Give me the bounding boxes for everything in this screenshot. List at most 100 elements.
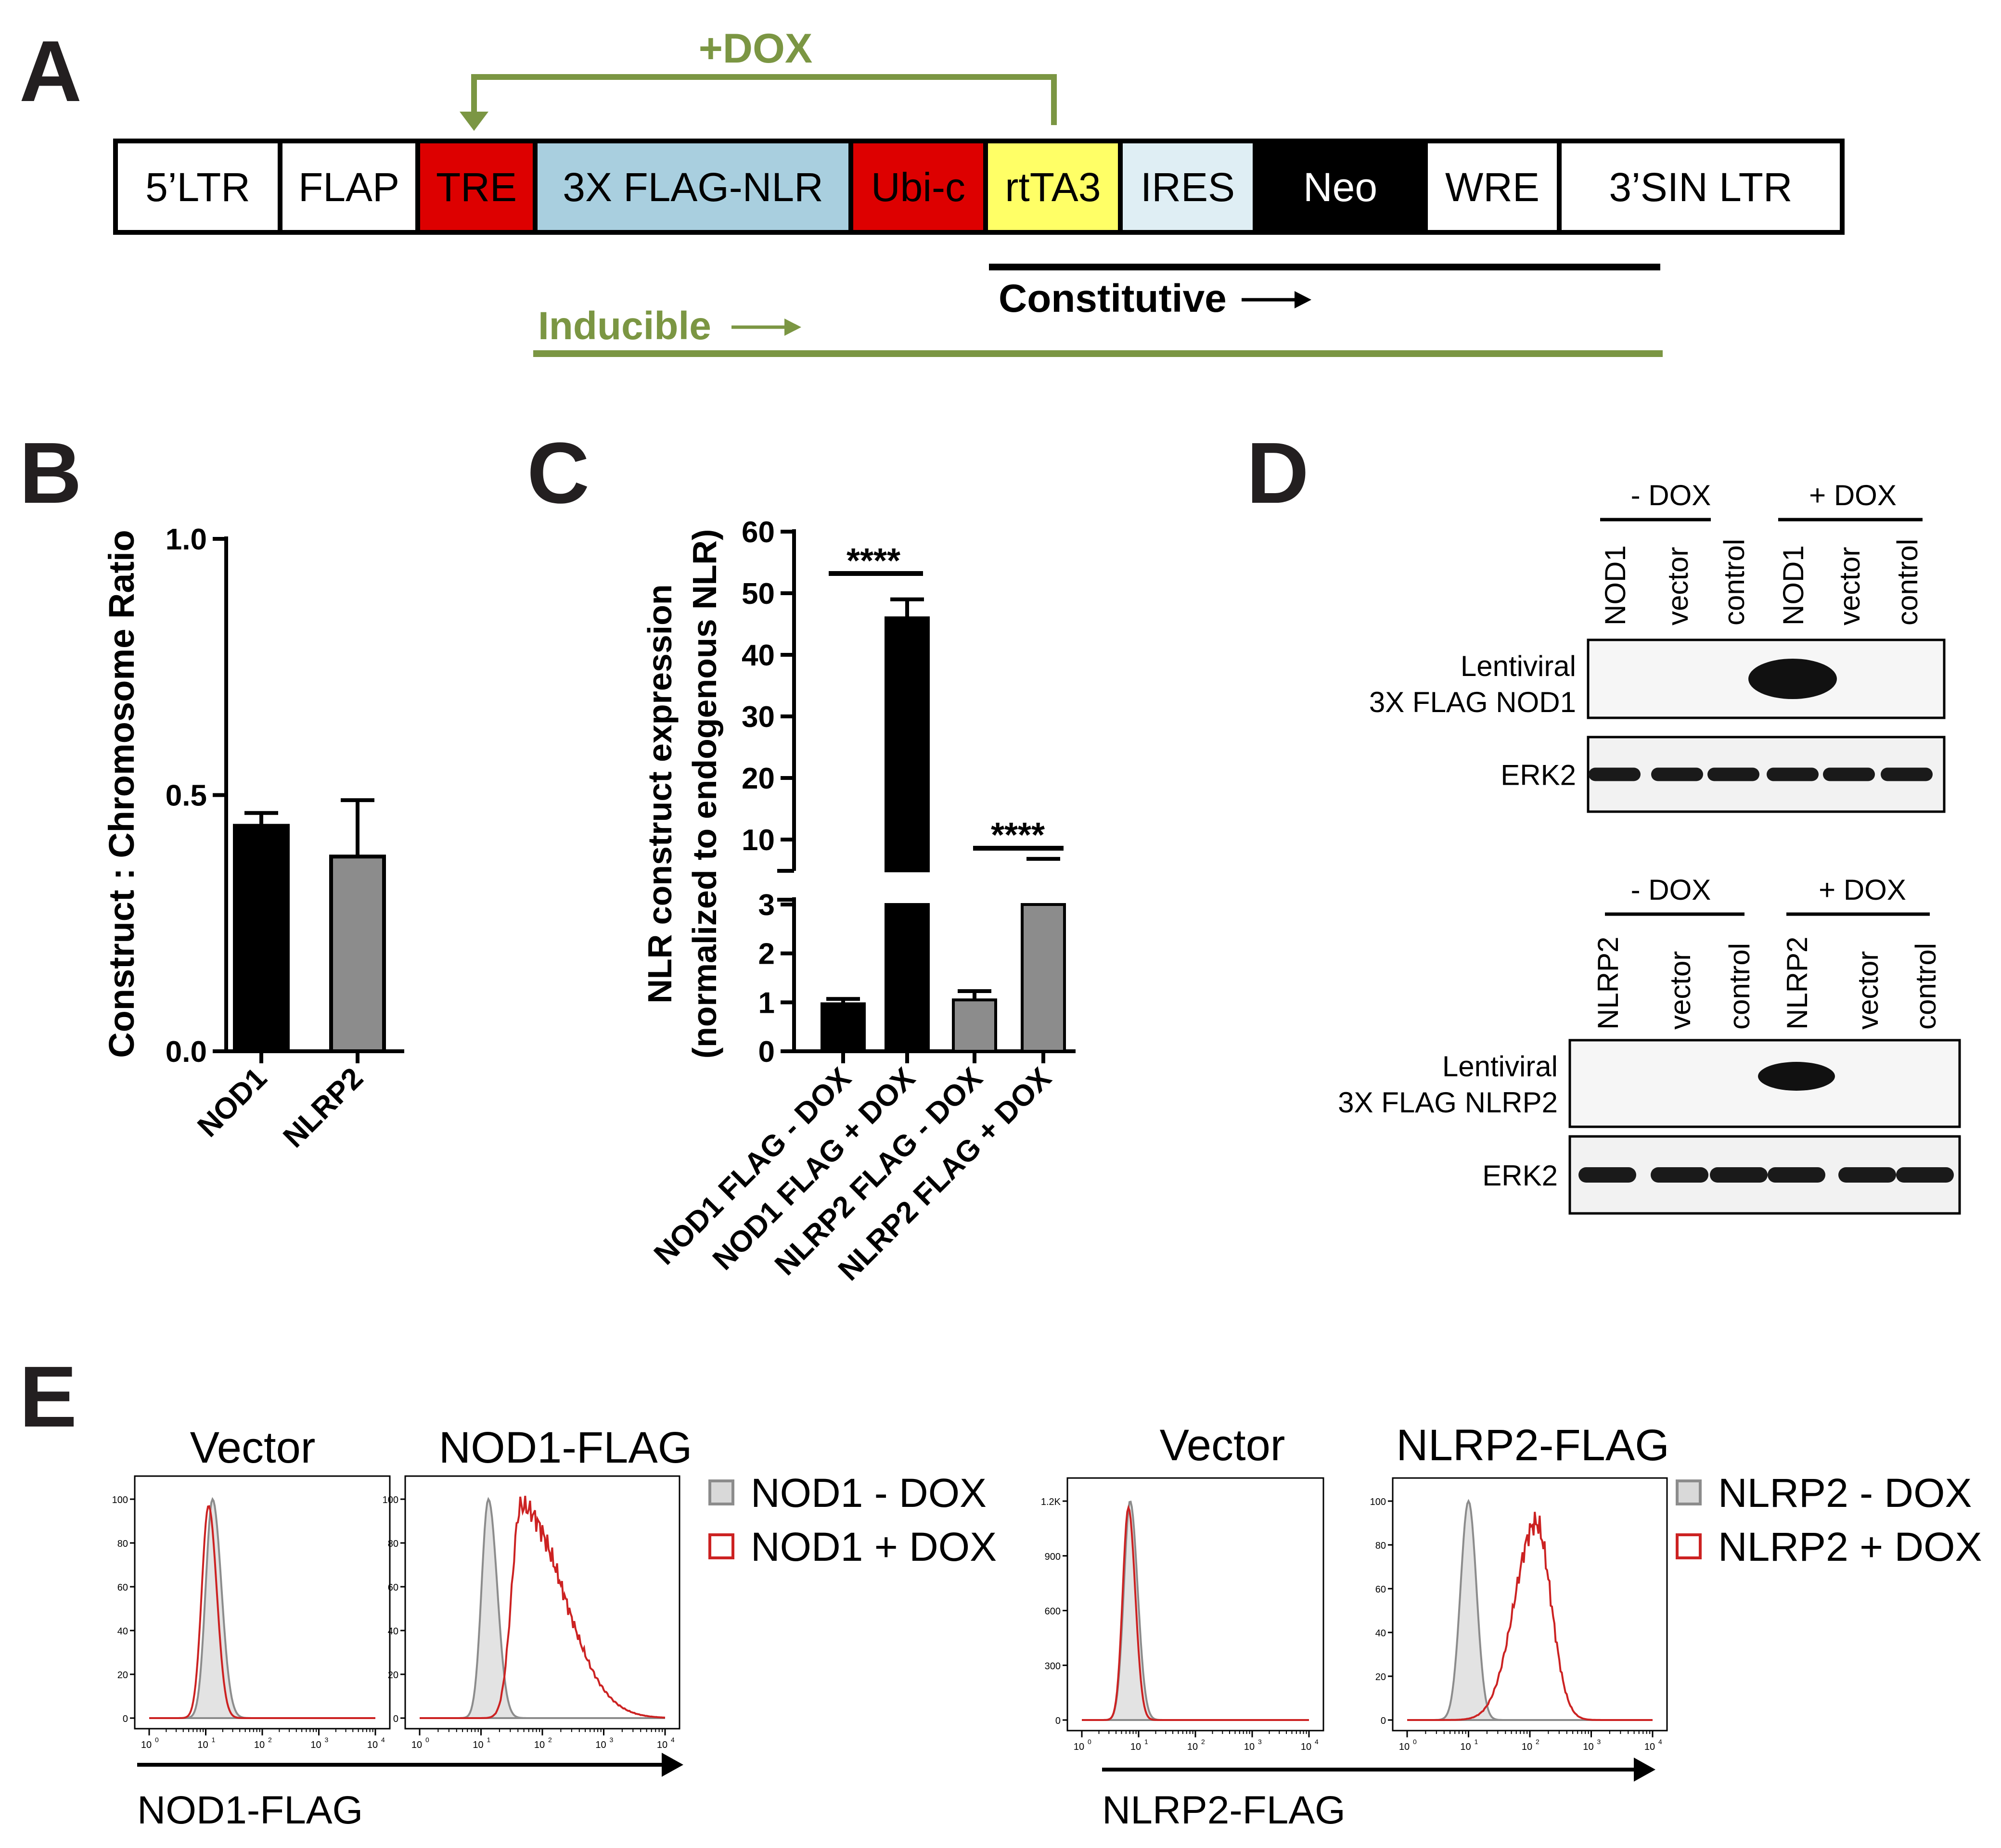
- bar-c-1-low: [885, 903, 930, 1053]
- flow-x-tick-label: 10: [1130, 1742, 1141, 1752]
- series-plus-dox: [1082, 1504, 1309, 1721]
- flow-y-tick-label: 60: [388, 1582, 398, 1593]
- lane-label: vector: [1664, 951, 1696, 1030]
- panel-letter-d: D: [1246, 425, 1309, 522]
- flow-x-tick-exp: 3: [1258, 1738, 1262, 1746]
- y-tick-label: 2: [758, 938, 775, 971]
- flow-y-tick-label: 0: [123, 1714, 128, 1724]
- flow-x-tick-label: 10: [1074, 1742, 1084, 1752]
- flow-plot-title: NLRP2-FLAG: [1396, 1421, 1669, 1470]
- flow-plot-frame: [1066, 1477, 1324, 1732]
- flow-y-tick-label: 100: [1370, 1497, 1386, 1507]
- segment-label-3: 3X FLAG-NLR: [563, 165, 823, 210]
- flow-x-tick-label: 10: [411, 1740, 422, 1750]
- flow-x-tick-label: 10: [1399, 1742, 1410, 1752]
- inducible-label: Inducible: [538, 304, 711, 348]
- western-blot-nod1: - DOX + DOX NOD1 vector control NOD1 vector con…: [1369, 479, 1946, 813]
- flow-x-tick-label: 10: [1583, 1742, 1593, 1752]
- chart-b: 0.0 0.5 1.0 NOD1 NLRP2 Construct : Chromosome…: [102, 523, 404, 1154]
- bar-b-nlrp2: [329, 854, 386, 1054]
- y-tick-label: 1.0: [166, 523, 207, 556]
- flow-x-arrowhead: [662, 1753, 683, 1777]
- flow-y-tick-label: 20: [117, 1670, 128, 1681]
- flow-x-label: NLRP2-FLAG: [1102, 1788, 1346, 1832]
- y-tick-label: 60: [742, 516, 775, 549]
- constitutive-line: Constitutive: [989, 264, 1660, 320]
- segment-9: [1557, 139, 1845, 235]
- lane-label: vector: [1834, 547, 1866, 625]
- label-erk2: ERK2: [1482, 1160, 1558, 1192]
- constitutive-label: Constitutive: [999, 277, 1227, 320]
- flow-y-tick-label: 60: [117, 1582, 128, 1593]
- erk2-band: [1838, 1167, 1896, 1183]
- legend-swatch-plus: [1676, 1533, 1702, 1559]
- vector-map: 5’LTR FLAP TRE 3X FLAG-NLR Ubi-c rtTA3 IRES Neo…: [113, 139, 1845, 235]
- legend-swatch-plus: [708, 1533, 734, 1559]
- dox-bracket: +DOX: [460, 25, 1057, 131]
- segment-8: [1423, 139, 1562, 235]
- flow-x-tick-exp: 0: [155, 1736, 159, 1744]
- flag-band: [1758, 1062, 1835, 1091]
- flow-x-tick-exp: 2: [268, 1736, 272, 1744]
- flow-x-tick-label: 10: [534, 1740, 545, 1750]
- flow-x-tick-label: 10: [367, 1740, 378, 1750]
- series-plus-dox: [1407, 1512, 1653, 1721]
- erk2-band: [1823, 767, 1875, 781]
- flow-x-tick-exp: 1: [1475, 1738, 1478, 1746]
- erk2-band: [1768, 1167, 1825, 1183]
- legend-label-plus: NLRP2 + DOX: [1718, 1524, 1982, 1569]
- flow-x-tick-exp: 4: [1315, 1738, 1319, 1746]
- flow-y-tick-label: 0: [1055, 1716, 1061, 1726]
- flow-y-tick-label: 20: [388, 1670, 398, 1681]
- flow-x-tick-exp: 2: [1201, 1738, 1205, 1746]
- lane-label: NOD1: [1777, 545, 1809, 625]
- flow-y-tick-label: 60: [1375, 1584, 1386, 1595]
- flow-plot-frame: [404, 1475, 680, 1730]
- segment-label-5: rtTA3: [1005, 165, 1101, 210]
- lane-label: control: [1910, 943, 1942, 1030]
- segment-4: [848, 139, 988, 235]
- flow-y-tick-label: 100: [112, 1495, 128, 1505]
- lane-label: control: [1891, 539, 1924, 625]
- header-minus-dox: - DOX: [1631, 479, 1711, 511]
- flow-x-tick-label: 10: [1301, 1742, 1311, 1752]
- label-erk2: ERK2: [1501, 759, 1576, 791]
- flow-x-tick-exp: 3: [610, 1736, 614, 1744]
- x-tick-label: NLRP2: [277, 1061, 370, 1154]
- flow-x-tick-label: 10: [141, 1740, 152, 1750]
- segment-1: [278, 139, 420, 235]
- legend-swatch-minus: [708, 1479, 734, 1505]
- lane-label: vector: [1852, 951, 1884, 1030]
- flow-y-tick-label: 20: [1375, 1672, 1386, 1682]
- y-tick-label: 30: [742, 701, 775, 734]
- flow-x-tick-label: 10: [197, 1740, 208, 1750]
- flow-x-tick-exp: 4: [671, 1736, 675, 1744]
- flow-plot-frame: [1392, 1477, 1668, 1732]
- y-tick-label: 40: [742, 639, 775, 672]
- flow-x-tick-label: 10: [595, 1740, 606, 1750]
- erk2-band: [1767, 767, 1819, 781]
- flow-x-tick-label: 10: [1187, 1742, 1198, 1752]
- header-minus-dox: - DOX: [1631, 874, 1711, 906]
- erk2-band: [1578, 1167, 1636, 1183]
- bar-c-1-high: [885, 616, 930, 872]
- flow-y-tick-label: 900: [1045, 1552, 1061, 1562]
- flow-x-tick-exp: 0: [1413, 1738, 1417, 1746]
- segment-0: [113, 139, 282, 235]
- segment-label-0: 5’LTR: [145, 165, 250, 210]
- label-lentiviral: Lentiviral: [1442, 1050, 1558, 1083]
- erk2-band: [1710, 1167, 1768, 1183]
- y-tick-label: 1: [758, 986, 775, 1020]
- flow-x-arrowhead: [1634, 1758, 1655, 1782]
- flow-y-tick-label: 600: [1045, 1606, 1061, 1617]
- flow-y-tick-label: 80: [1375, 1541, 1386, 1551]
- panel-letter-a: A: [19, 23, 82, 120]
- flow-x-tick-label: 10: [473, 1740, 483, 1750]
- flow-x-tick-label: 10: [1522, 1742, 1532, 1752]
- header-plus-dox: + DOX: [1819, 874, 1906, 906]
- erk2-band: [1896, 1167, 1954, 1183]
- label-lentiviral: Lentiviral: [1461, 650, 1576, 682]
- legend-label-minus: NLRP2 - DOX: [1718, 1470, 1972, 1516]
